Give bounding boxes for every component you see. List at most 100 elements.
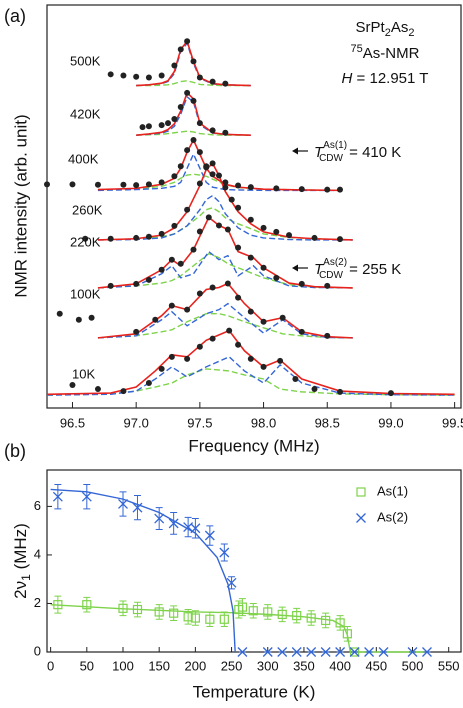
- data-point: [171, 62, 178, 69]
- data-point: [387, 390, 394, 397]
- panel-label: (a): [4, 6, 26, 26]
- data-point: [190, 523, 201, 534]
- data-point: [82, 235, 89, 242]
- fit-curve: [97, 152, 340, 192]
- y-label-part: 2ν: [11, 581, 30, 599]
- data-point: [277, 609, 287, 619]
- data-point: [279, 314, 286, 321]
- data-point: [298, 328, 305, 335]
- fit-curve: [97, 250, 353, 289]
- data-point: [82, 600, 92, 610]
- data-point: [152, 316, 159, 323]
- data-point: [190, 137, 197, 144]
- text-sup: As(1): [323, 140, 347, 151]
- spectrum-label: 10K: [72, 366, 95, 381]
- fit-curve: [97, 206, 353, 241]
- text-sup: 75: [351, 43, 363, 55]
- legend-marker: [356, 513, 366, 523]
- data-point: [260, 363, 267, 370]
- data-point: [69, 382, 76, 389]
- data-point: [165, 120, 172, 127]
- data-point: [154, 513, 165, 524]
- data-point: [209, 160, 216, 167]
- data-point: [107, 235, 114, 242]
- data-point: [196, 149, 203, 156]
- data-point: [88, 314, 95, 321]
- data-point: [248, 606, 258, 616]
- data-point: [222, 129, 229, 136]
- x-axis-label: Frequency (MHz): [188, 436, 319, 455]
- text-part: T: [314, 144, 325, 161]
- error-bar: [54, 595, 62, 614]
- error-bar: [264, 604, 272, 620]
- material: SrPt2As2: [356, 19, 415, 39]
- error-bar: [170, 605, 178, 621]
- text-sub: CDW: [319, 153, 343, 164]
- fit-curve: [97, 302, 353, 339]
- error-bar: [249, 602, 257, 619]
- data-point: [145, 380, 152, 387]
- data-point: [247, 355, 254, 362]
- data-point: [177, 260, 184, 267]
- data-point: [196, 74, 203, 81]
- x-tick-label: 500: [402, 658, 424, 673]
- data-point: [209, 78, 216, 85]
- data-point: [133, 328, 140, 335]
- data-point: [237, 647, 248, 657]
- frame-b: [46, 469, 462, 653]
- data-point: [224, 226, 231, 233]
- error-bar: [278, 606, 286, 623]
- spectrum-label: 420K: [70, 106, 101, 121]
- data-point: [107, 282, 114, 289]
- x-tick-label: 200: [185, 658, 207, 673]
- error-bar: [322, 612, 330, 629]
- data-point: [190, 246, 197, 253]
- data-point: [342, 629, 352, 639]
- data-point: [311, 234, 318, 241]
- data-point: [222, 184, 229, 191]
- data-point: [237, 602, 248, 612]
- error-bar: [155, 604, 163, 620]
- x-tick-label: 0: [47, 658, 54, 673]
- nucleus: 75As-NMR: [351, 43, 420, 62]
- spectrum-label: 400K: [68, 151, 99, 166]
- data-point: [336, 388, 343, 395]
- fit-curve: [46, 329, 455, 396]
- data-point: [190, 58, 197, 65]
- x-tick-label: 98.5: [315, 415, 340, 430]
- legend-label: As(2): [377, 509, 408, 524]
- data-point: [219, 614, 229, 624]
- data-point: [196, 290, 203, 297]
- data-point: [364, 647, 375, 657]
- data-point: [260, 224, 267, 231]
- y-tick-label: 2: [34, 595, 41, 610]
- x-tick-label: 99.5: [442, 415, 463, 430]
- data-point: [196, 120, 203, 127]
- data-point: [226, 327, 233, 334]
- arrow: [292, 147, 308, 155]
- data-point: [222, 80, 229, 87]
- data-point: [158, 179, 165, 186]
- data-point: [205, 614, 215, 624]
- spectrum-label: 260K: [72, 202, 103, 217]
- x-tick-label: 550: [438, 658, 460, 673]
- data-point: [422, 647, 432, 657]
- data-point: [133, 182, 140, 189]
- data-point: [177, 46, 184, 53]
- data-point: [235, 341, 242, 348]
- x-axis-label: Temperature (K): [193, 682, 316, 701]
- x-tick-label: 150: [148, 658, 170, 673]
- data-point: [407, 647, 418, 657]
- data-point: [273, 228, 280, 235]
- data-point: [324, 186, 331, 193]
- data-point: [133, 280, 140, 287]
- fit-curve: [46, 368, 455, 396]
- error-bar: [191, 610, 199, 626]
- data-point: [81, 491, 92, 502]
- spectrum-label: 220K: [70, 234, 101, 249]
- data-point: [168, 256, 175, 263]
- data-point: [190, 97, 197, 104]
- x-tick-label: 97.5: [187, 415, 212, 430]
- data-point: [75, 316, 82, 323]
